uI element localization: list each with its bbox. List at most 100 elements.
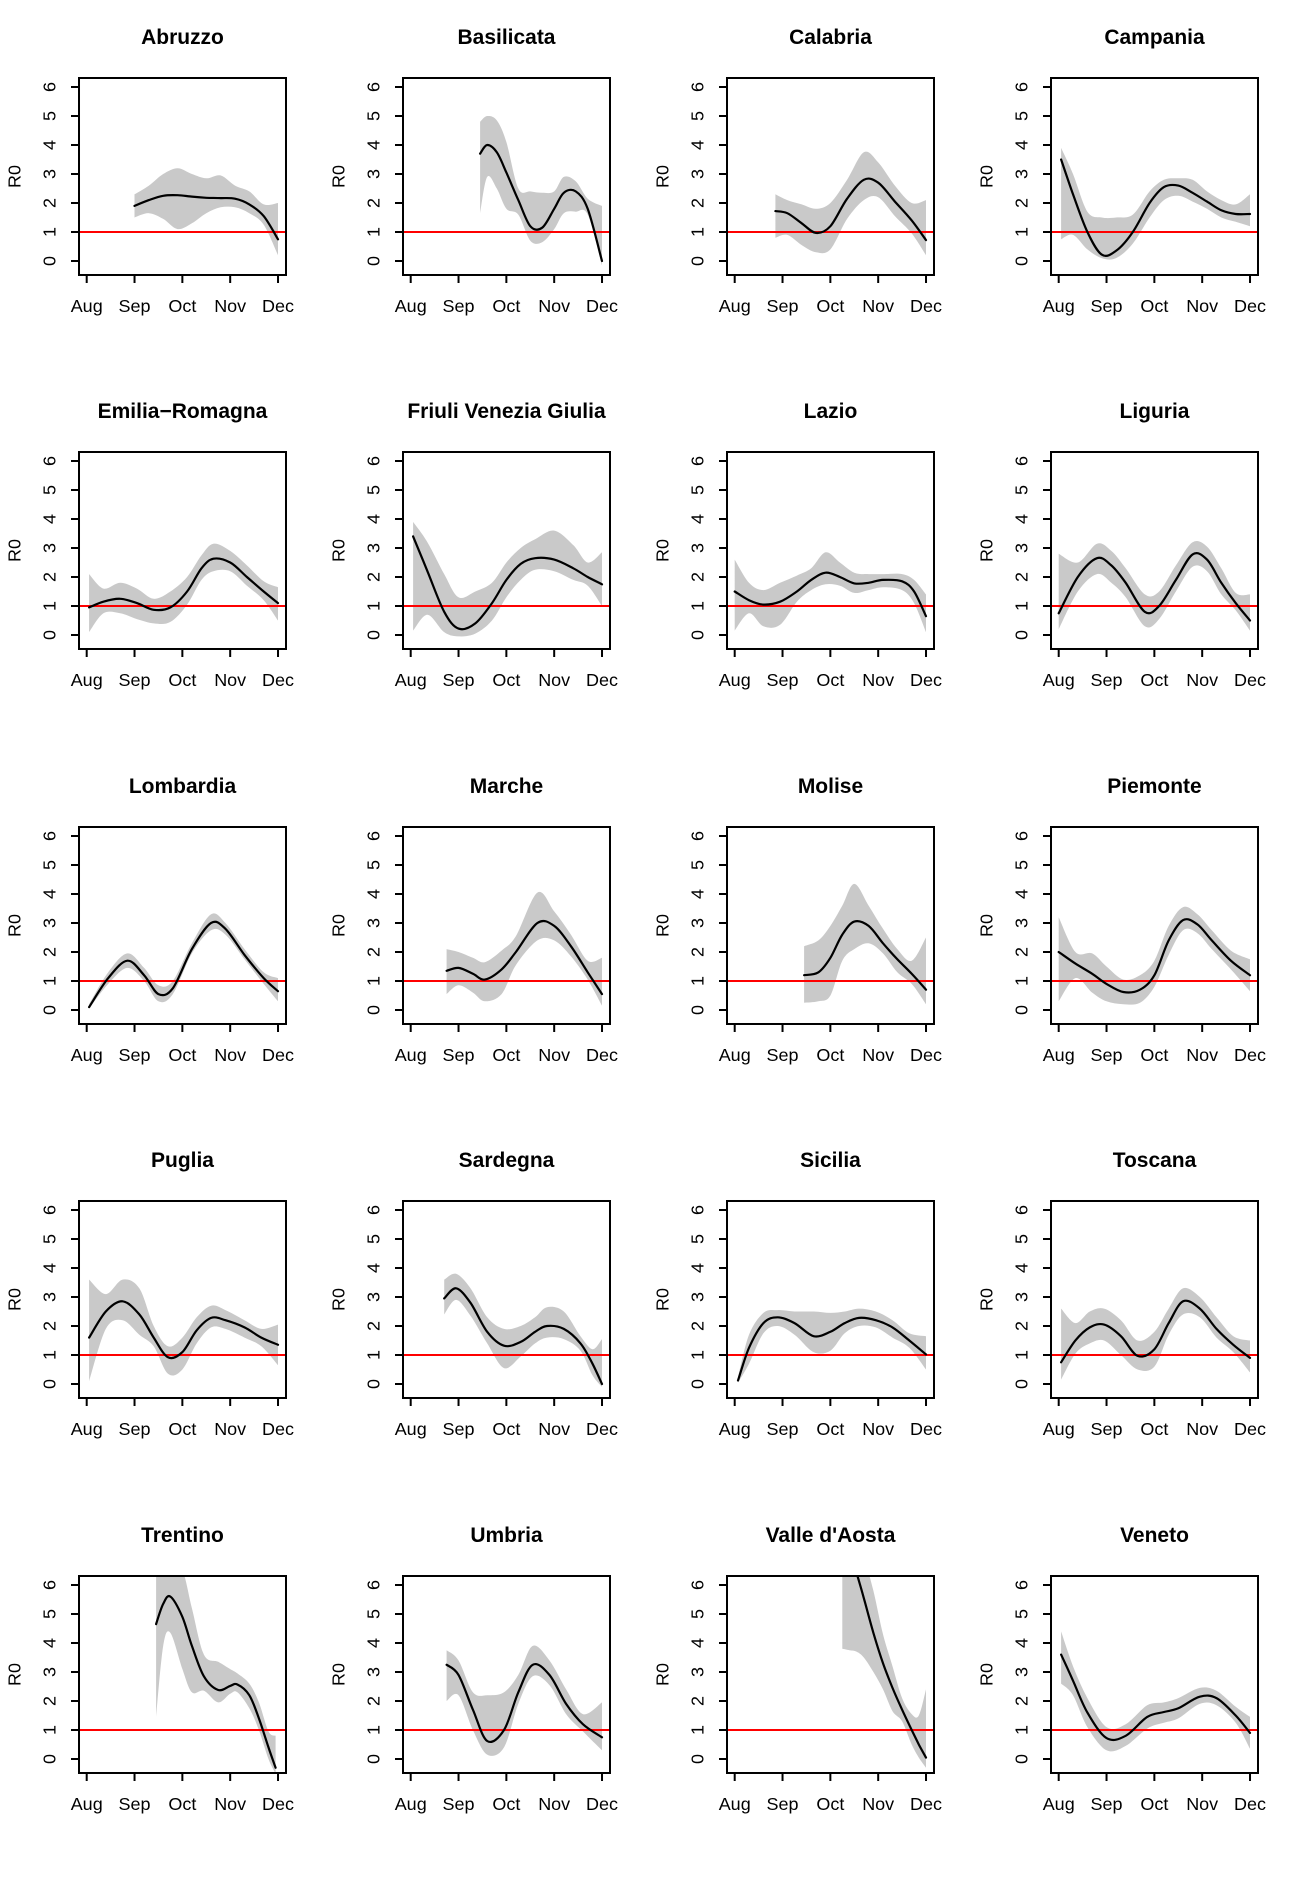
- x-axis-tick-label: Aug: [71, 1794, 103, 1814]
- x-axis-tick-label: Dec: [910, 1794, 942, 1814]
- x-axis-tick-label: Sep: [1091, 1045, 1123, 1065]
- x-axis-tick-label: Oct: [492, 1045, 520, 1065]
- y-axis-tick-label: 1: [40, 601, 60, 611]
- r0-mean-curve: [479, 143, 604, 263]
- plot-title: Calabria: [789, 26, 872, 49]
- y-axis-tick-label: 6: [40, 456, 60, 466]
- x-axis-tick-label: Dec: [262, 1419, 294, 1439]
- x-axis-tick-label: Nov: [1186, 1045, 1218, 1065]
- y-axis-tick-label: 1: [40, 1350, 60, 1360]
- x-axis-tick-label: Sep: [1091, 296, 1123, 316]
- y-axis-tick-label: 4: [688, 889, 708, 899]
- y-axis-tick-label: 1: [688, 976, 708, 986]
- subplot-toscana: Toscana 0 1 2 3 4 5 6 R0 Aug Sep Oct Nov Dec: [972, 1123, 1296, 1497]
- y-axis-tick-label: 2: [1012, 1696, 1032, 1706]
- y-axis-tick-label: 1: [688, 1350, 708, 1360]
- x-axis-tick-label: Nov: [214, 670, 246, 690]
- x-axis-tick-label: Dec: [910, 296, 942, 316]
- x-axis-tick-label: Sep: [443, 670, 475, 690]
- plot-title: Liguria: [1120, 400, 1190, 423]
- y-axis-tick-label: 4: [40, 889, 60, 899]
- subplot-abruzzo: Abruzzo 0 1 2 3 4 5 6 R0 Aug Sep Oct Nov Dec: [0, 0, 324, 374]
- y-axis-tick-label: 5: [40, 860, 60, 870]
- r0-mean-curve: [1060, 1653, 1252, 1741]
- plot-area: [79, 168, 286, 256]
- x-axis-tick-label: Aug: [71, 296, 103, 316]
- y-axis-tick-label: 0: [364, 630, 384, 640]
- y-axis-tick-label: 2: [688, 1321, 708, 1331]
- x-axis-tick-label: Aug: [1043, 670, 1075, 690]
- plot-area: [79, 543, 286, 633]
- r0-mean-curve: [803, 919, 928, 991]
- y-axis-tick-label: 1: [688, 1725, 708, 1735]
- y-axis-tick-label: 4: [1012, 889, 1032, 899]
- plot-box: [1050, 1574, 1259, 1774]
- y-axis-tick-label: 4: [688, 1638, 708, 1648]
- y-axis-tick-label: 0: [1012, 1379, 1032, 1389]
- x-axis-tick-label: Oct: [1140, 296, 1168, 316]
- x-axis-tick-label: Oct: [816, 1794, 844, 1814]
- y-axis-title: R0: [329, 914, 349, 937]
- subplot-trentino: Trentino 0 1 2 3 4 5 6 R0 Aug Sep Oct Nov Dec: [0, 1498, 324, 1872]
- r0-mean-curve: [736, 1316, 928, 1382]
- y-axis-tick-label: 5: [1012, 111, 1032, 121]
- subplot-basilicata: Basilicata 0 1 2 3 4 5 6 R0 Aug Sep Oct Nov Dec: [324, 0, 648, 374]
- x-axis-tick-label: Oct: [816, 1419, 844, 1439]
- plot-area: [403, 522, 610, 637]
- plot-box: [78, 825, 287, 1025]
- plot-title: Umbria: [470, 1524, 543, 1547]
- x-axis-tick-label: Oct: [1140, 670, 1168, 690]
- y-axis-tick-label: 4: [688, 140, 708, 150]
- confidence-band: [1061, 1630, 1250, 1751]
- plot-title: Trentino: [141, 1524, 224, 1547]
- x-axis-tick-label: Aug: [1043, 1794, 1075, 1814]
- x-axis-tick-label: Dec: [1234, 296, 1266, 316]
- y-axis-title: R0: [977, 539, 997, 562]
- subplot-lazio: Lazio 0 1 2 3 4 5 6 R0 Aug Sep Oct Nov Dec: [648, 374, 972, 748]
- plot-area: [1051, 541, 1258, 631]
- x-axis-tick-label: Oct: [492, 296, 520, 316]
- x-axis-tick-label: Aug: [395, 1419, 427, 1439]
- subplot-valle-d-aosta: Valle d'Aosta 0 1 2 3 4 5 6 R0 Aug Sep Oct Nov Dec: [648, 1498, 972, 1872]
- y-axis-tick-label: 0: [1012, 256, 1032, 266]
- y-axis-tick-label: 6: [40, 1580, 60, 1590]
- subplot-svg-veneto: Veneto 0 1 2 3 4 5 6 R0 Aug Sep Oct Nov Dec: [977, 1524, 1266, 1814]
- subplot-svg-puglia: Puglia 0 1 2 3 4 5 6 R0 Aug Sep Oct Nov Dec: [5, 1149, 294, 1439]
- y-axis-tick-label: 3: [688, 1667, 708, 1677]
- confidence-band: [89, 913, 278, 1009]
- y-axis-tick-label: 4: [688, 1263, 708, 1273]
- r0-mean-curve: [1057, 552, 1252, 622]
- x-axis-tick-label: Dec: [586, 670, 618, 690]
- x-axis-tick-label: Dec: [910, 1045, 942, 1065]
- y-axis-title: R0: [653, 165, 673, 188]
- x-axis-tick-label: Nov: [862, 1045, 894, 1065]
- y-axis-tick-label: 2: [40, 198, 60, 208]
- x-axis-tick-label: Oct: [492, 670, 520, 690]
- x-axis-tick-label: Oct: [492, 1794, 520, 1814]
- y-axis-tick-label: 5: [1012, 1609, 1032, 1619]
- r0-mean-curve: [443, 1287, 604, 1386]
- x-axis-tick-label: Nov: [1186, 670, 1218, 690]
- plot-box: [402, 825, 611, 1025]
- plot-area: [1051, 1630, 1258, 1751]
- y-axis-tick-label: 2: [1012, 572, 1032, 582]
- x-axis-tick-label: Dec: [262, 296, 294, 316]
- x-axis-tick-label: Oct: [492, 1419, 520, 1439]
- confidence-band: [446, 891, 602, 1006]
- y-axis-tick-label: 1: [364, 601, 384, 611]
- y-axis-tick-label: 5: [688, 111, 708, 121]
- y-axis-tick-label: 5: [688, 485, 708, 495]
- plot-area: [727, 883, 934, 1004]
- y-axis-tick-label: 2: [688, 1696, 708, 1706]
- x-axis-tick-label: Nov: [538, 670, 570, 690]
- subplot-liguria: Liguria 0 1 2 3 4 5 6 R0 Aug Sep Oct Nov Dec: [972, 374, 1296, 748]
- x-axis-tick-label: Sep: [767, 670, 799, 690]
- x-axis-tick-label: Dec: [586, 1794, 618, 1814]
- y-axis-tick-label: 5: [40, 1609, 60, 1619]
- subplot-puglia: Puglia 0 1 2 3 4 5 6 R0 Aug Sep Oct Nov Dec: [0, 1123, 324, 1497]
- r0-mean-curve: [133, 193, 280, 241]
- y-axis-tick-label: 2: [364, 1321, 384, 1331]
- y-axis-tick-label: 5: [1012, 860, 1032, 870]
- y-axis-tick-label: 6: [1012, 1205, 1032, 1215]
